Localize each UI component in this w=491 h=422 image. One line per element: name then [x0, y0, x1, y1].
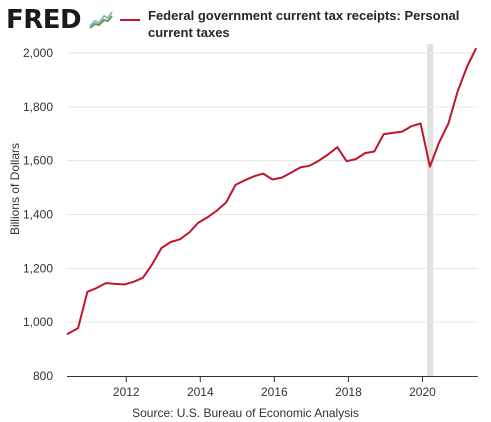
recession-band-layer [427, 44, 434, 376]
chart-header: FRED Federal government current tax rece… [0, 0, 491, 46]
chart-line-icon [89, 9, 113, 29]
x-tick-label: 2020 [409, 385, 436, 399]
series-line [66, 47, 477, 336]
x-tick-label: 2018 [335, 385, 362, 399]
y-tick-label: 1,600 [23, 154, 53, 168]
y-tick-label: 2,000 [23, 46, 53, 60]
y-tick-label: 1,000 [23, 315, 53, 329]
y-tick-label: 1,200 [23, 261, 53, 275]
series-layer [66, 47, 477, 336]
fred-logo: FRED [6, 5, 82, 35]
y-axis-ticks: 800 1,000 1,200 1,400 1,600 1,800 2,000 [23, 46, 53, 383]
x-tick-label: 2016 [261, 385, 288, 399]
y-tick-label: 800 [33, 369, 53, 383]
y-tick-label: 1,400 [23, 208, 53, 222]
x-tick-label: 2014 [187, 385, 214, 399]
legend-entry: Federal government current tax receipts:… [148, 8, 460, 40]
source-note: Source: U.S. Bureau of Economic Analysis [132, 406, 359, 420]
y-tick-label: 1,800 [23, 100, 53, 114]
gridlines [67, 52, 478, 323]
x-tick-label: 2012 [113, 385, 140, 399]
x-axis: 2012 2014 2016 2018 2020 [67, 376, 478, 399]
recession-band [427, 44, 434, 376]
legend-swatch [120, 19, 140, 21]
